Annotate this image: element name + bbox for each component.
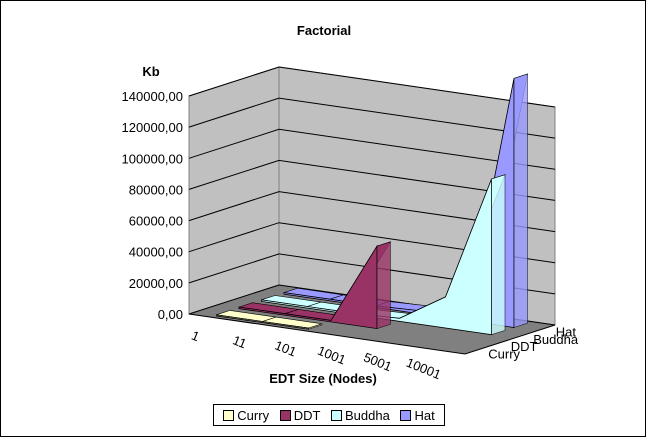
- series-axis-label: Curry: [488, 346, 520, 361]
- gridline: [188, 191, 556, 233]
- series-end-ddt: [376, 241, 391, 330]
- legend-item-ddt: DDT: [279, 407, 321, 423]
- x-tick-label: 10001: [404, 355, 443, 382]
- gridline: [188, 159, 556, 201]
- legend-item-curry: Curry: [223, 408, 269, 423]
- series-end-buddha: [491, 174, 506, 336]
- legend-label: Buddha: [345, 407, 390, 423]
- legend-swatch: [400, 409, 412, 421]
- y-tick-label: 40000,00: [129, 245, 183, 260]
- legend-swatch: [279, 409, 291, 421]
- series-axis-label: DDT: [511, 339, 538, 354]
- legend-label: Curry: [237, 407, 270, 423]
- series-axis-label: Hat: [556, 325, 577, 340]
- y-tick-label: 60000,00: [129, 214, 183, 229]
- gridline: [188, 97, 556, 139]
- series-area-curry: [216, 314, 309, 330]
- y-axis-label: Kb: [142, 64, 159, 79]
- legend-item-hat: Hat: [400, 407, 435, 423]
- legend-swatch: [331, 409, 343, 421]
- y-tick-label: 100000,00: [122, 151, 183, 166]
- side-wall: [188, 66, 280, 315]
- legend: Curry DDT Buddha Hat: [213, 404, 445, 426]
- gridline: [188, 128, 556, 170]
- y-tick-label: 80000,00: [129, 182, 183, 197]
- legend-label: Hat: [414, 407, 435, 423]
- gridline: [188, 222, 556, 264]
- y-tick-label: 120000,00: [122, 120, 183, 135]
- series-end-hat: [513, 73, 528, 328]
- gridline: [188, 66, 556, 108]
- legend-label: DDT: [293, 407, 321, 423]
- legend-swatch: [223, 409, 235, 421]
- series-end-curry: [308, 323, 323, 330]
- x-tick-label: 1: [189, 328, 201, 345]
- x-axis-label: EDT Size (Nodes): [269, 371, 377, 386]
- x-tick-label: 101: [273, 337, 299, 359]
- series-axis-label: Buddha: [533, 332, 579, 347]
- chart-title: Factorial: [297, 23, 351, 38]
- x-tick-label: 11: [231, 332, 249, 351]
- x-tick-label: 1001: [315, 343, 347, 368]
- y-tick-label: 0,00: [158, 307, 183, 322]
- y-tick-label: 20000,00: [129, 276, 183, 291]
- y-tick-label: 140000,00: [122, 89, 183, 104]
- legend-item-buddha: Buddha: [331, 408, 390, 423]
